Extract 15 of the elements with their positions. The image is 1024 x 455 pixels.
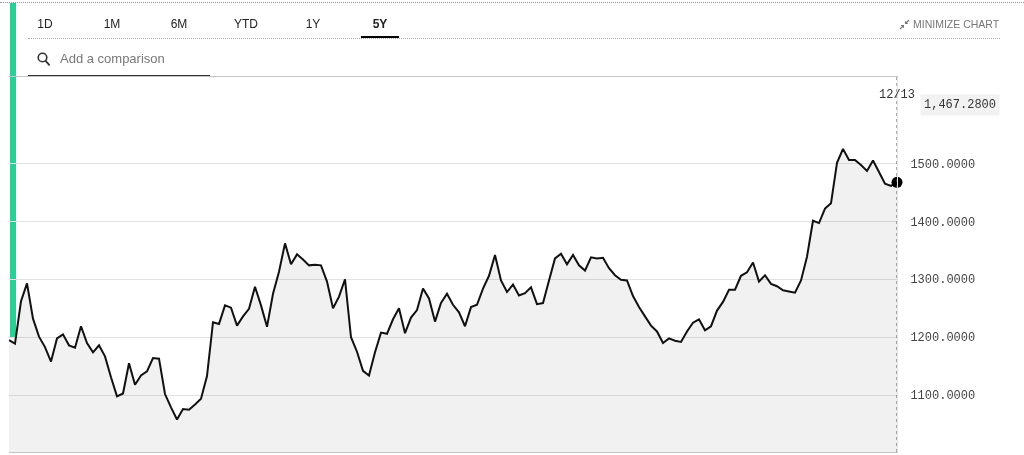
search-field: Add a comparison [28,45,210,77]
y-tick-label: 1500.0000 [910,157,976,172]
text: 1D [36,16,54,32]
text: 1M [102,16,122,32]
text: MINIMIZE CHART [913,17,1000,31]
y-tick-label: 1200.0000 [910,331,976,346]
text: YTD [233,16,259,32]
y-tick-label: 1100.0000 [910,389,976,404]
y-tick-label: 1400.0000 [910,215,976,230]
x-tick-label: 12/13 [878,88,916,102]
text: 6M [169,16,189,32]
y-tick-label: 1300.0000 [910,273,976,288]
text: 5Y [361,16,399,38]
ref-line-label: 1,467.2800 [924,98,997,112]
text: 1Y [304,16,322,32]
